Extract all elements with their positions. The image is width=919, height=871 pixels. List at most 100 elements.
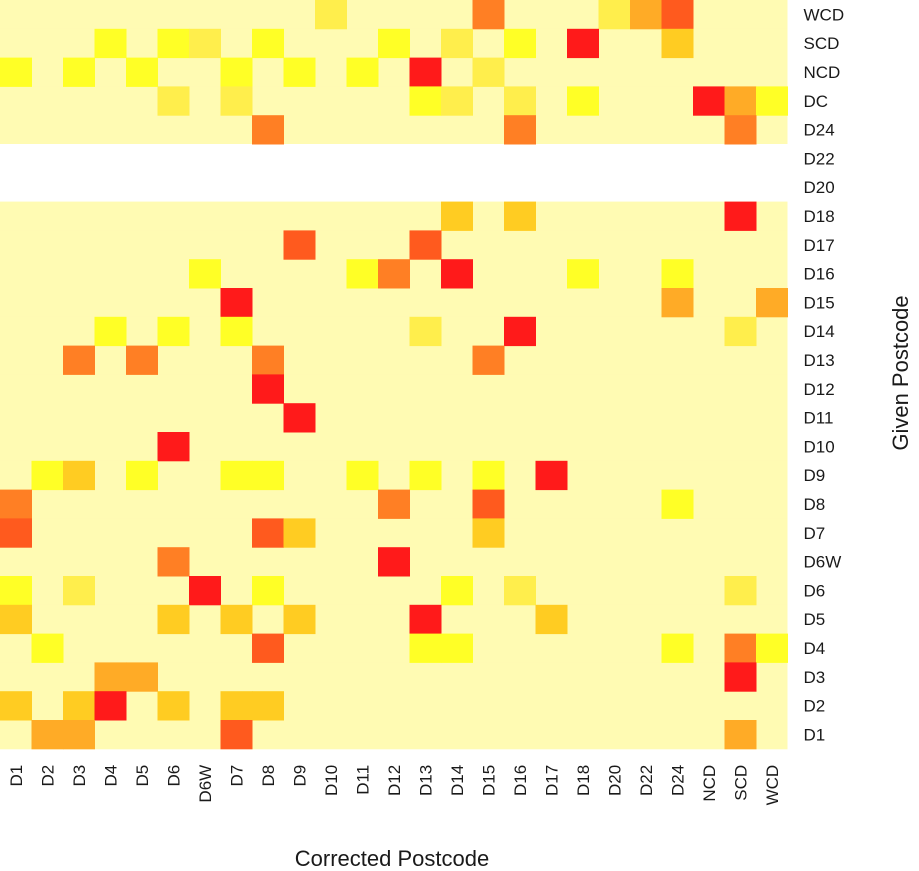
heatmap-cell-d2-d3 [63,691,95,721]
heatmap-cell-d6w-d12 [378,547,410,577]
x-tick-label: D2 [38,765,57,787]
heatmap-cell-scd-d4 [94,28,127,59]
row-background-d5 [0,604,788,635]
heatmap-cell-d3-d4 [94,662,127,692]
heatmap-cell-d18-d16 [504,201,536,231]
x-tick-label: D24 [668,765,687,796]
heatmap-cell-d1-scd [724,720,757,750]
y-tick-label: D9 [804,466,826,485]
row-background-d6 [0,576,788,606]
heatmap-cell-d18-scd [724,201,757,231]
heatmap-cell-d6w-d6 [157,547,190,577]
heatmap-cell-d7-d15 [472,518,505,548]
x-tick-label: D6W [196,765,215,803]
heatmap-cell-d7-d1 [0,518,32,548]
y-tick-label: D1 [804,725,826,744]
heatmap-cell-scd-d18 [567,28,599,59]
heatmap-cell-d9-d13 [409,460,442,491]
heatmap-cell-d11-d9 [283,403,316,433]
heatmap-cell-dc-ncd [693,86,725,116]
heatmap-cell-d5-d17 [535,604,568,635]
heatmap-cell-scd-d6w [189,28,221,59]
x-tick-label: D14 [448,765,467,796]
x-tick-label: D6 [164,765,183,787]
heatmap-cell-d4-d13 [409,633,442,663]
heatmap-cell-d24-scd [724,115,757,145]
heatmap-cell-d9-d17 [535,460,568,491]
heatmap-cell-d7-d9 [283,518,316,548]
heatmap-cell-d4-scd [724,633,757,663]
heatmap-cell-d14-d6 [157,316,190,347]
heatmap-cell-d10-d6 [157,432,190,462]
row-background-d14 [0,316,788,347]
heatmap-cell-ncd-d13 [409,57,442,87]
heatmap-cell-d16-d12 [378,259,410,289]
y-tick-label: D16 [804,265,835,284]
x-tick-label: D22 [637,765,656,796]
heatmap-cell-d12-d8 [252,374,284,404]
x-tick-label: D13 [416,765,435,796]
heatmap-cell-scd-d24 [661,28,694,59]
heatmap-cell-d4-d2 [31,633,64,663]
heatmap-cell-d9-d3 [63,460,95,491]
heatmap-cell-d7-d8 [252,518,284,548]
row-background-d13 [0,345,788,375]
heatmap-cell-dc-d16 [504,86,536,116]
y-tick-label: D6 [804,581,826,600]
x-axis-tick-labels: D1 D2 D3 D4 D5 D6 D6W D7 D8 D9 D10 D11 D12 D13 D14 D15 D… [7,765,782,806]
heatmap-cell-d5-d13 [409,604,442,635]
heatmap-cell-d9-d7 [220,460,253,491]
heatmap-cell-wcd-d10 [315,0,347,30]
heatmap-cell-d9-d11 [346,460,379,491]
heatmap-cell-d14-d7 [220,316,253,347]
x-tick-label: D20 [605,765,624,796]
y-tick-label: D3 [804,668,826,687]
y-tick-label: D10 [804,437,835,456]
heatmap-cell-d16-d18 [567,259,599,289]
y-tick-label: D11 [804,409,834,428]
y-tick-label: D18 [804,207,835,226]
heatmap-cell-d2-d8 [252,691,284,721]
x-tick-label: D16 [511,765,530,796]
heatmap-cell-d5-d6 [157,604,190,635]
x-tick-label: D7 [227,765,246,787]
row-background-d22 [0,144,788,174]
heatmap-cell-d2-d4 [94,691,127,721]
heatmap-cell-d15-d7 [220,288,253,318]
y-axis-title: Given Postcode [888,295,913,450]
heatmap-cell-d4-d8 [252,633,284,663]
heatmap-cell-d8-d15 [472,489,505,519]
x-axis-title: Corrected Postcode [295,846,489,871]
x-tick-label: D4 [101,765,120,787]
x-tick-label: D10 [322,765,341,796]
heatmap-cell-d14-scd [724,316,757,347]
heatmap-cell-scd-d14 [441,28,473,59]
row-background-dc [0,86,788,116]
heatmap-cell-d1-d2 [31,720,64,750]
y-tick-label: WCD [804,5,845,24]
y-tick-label: D7 [804,524,826,543]
heatmap-cell-ncd-d3 [63,57,95,87]
row-background-d18 [0,201,788,231]
heatmap-cell-d9-d5 [126,460,158,491]
heatmap-cell-d13-d3 [63,345,95,375]
row-background-d7 [0,518,788,548]
heatmap-cell-d6-d3 [63,576,95,606]
heatmap-cell-d24-d16 [504,115,536,145]
heatmap-cell-d2-d1 [0,691,32,721]
heatmap-cell-ncd-d11 [346,57,379,87]
heatmap-cell-d6-d6w [189,576,221,606]
heatmap-cell-d6-scd [724,576,757,606]
heatmap-cell-ncd-d1 [0,57,32,87]
heatmap-cell-scd-d12 [378,28,410,59]
row-background-d20 [0,172,788,203]
heatmap-cell-d16-d11 [346,259,379,289]
x-tick-label: D8 [259,765,278,787]
row-background-d10 [0,432,788,462]
heatmap-cell-wcd-d20 [598,0,631,30]
heatmap-cell-d16-d6w [189,259,221,289]
heatmap-cell-d14-d13 [409,316,442,347]
heatmap-cell-dc-d13 [409,86,442,116]
heatmap-cell-dc-d18 [567,86,599,116]
